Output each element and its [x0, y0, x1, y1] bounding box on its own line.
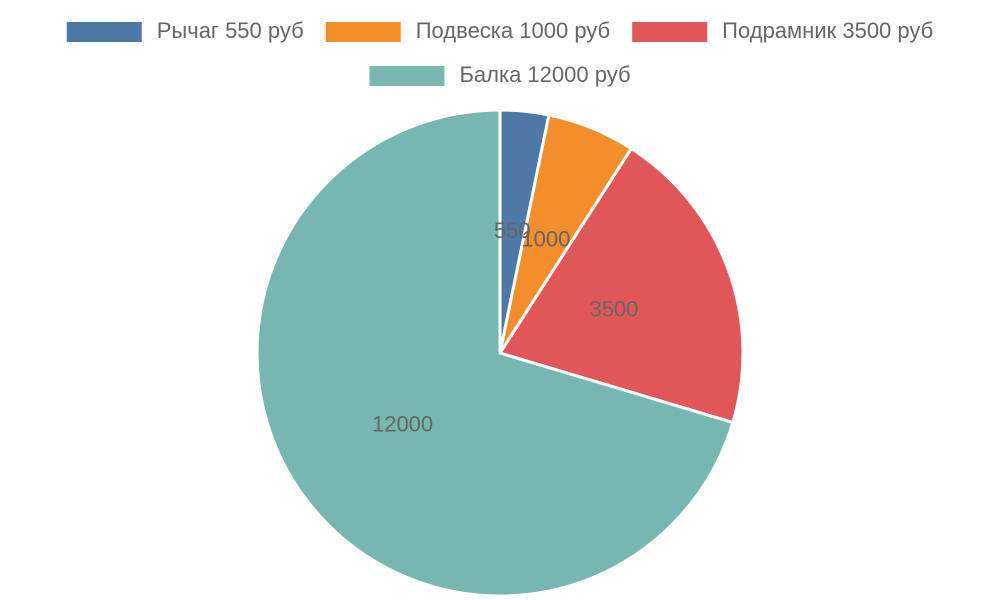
- legend-label: Балка 12000 руб: [459, 62, 630, 87]
- legend-swatch: [325, 22, 401, 42]
- pie-slice: [255, 108, 735, 598]
- legend-swatch: [632, 22, 708, 42]
- legend-label: Рычаг 550 руб: [157, 18, 304, 43]
- data-label: 3500: [589, 297, 638, 322]
- legend-swatch: [369, 66, 445, 86]
- data-label: 1000: [521, 226, 570, 251]
- legend-label: Подвеска 1000 руб: [416, 18, 610, 43]
- legend-swatch: [66, 22, 142, 42]
- data-label: 12000: [372, 411, 433, 436]
- pie-slice: [497, 146, 745, 425]
- legend-label: Подрамник 3500 руб: [722, 18, 933, 43]
- data-label: 550: [494, 218, 531, 243]
